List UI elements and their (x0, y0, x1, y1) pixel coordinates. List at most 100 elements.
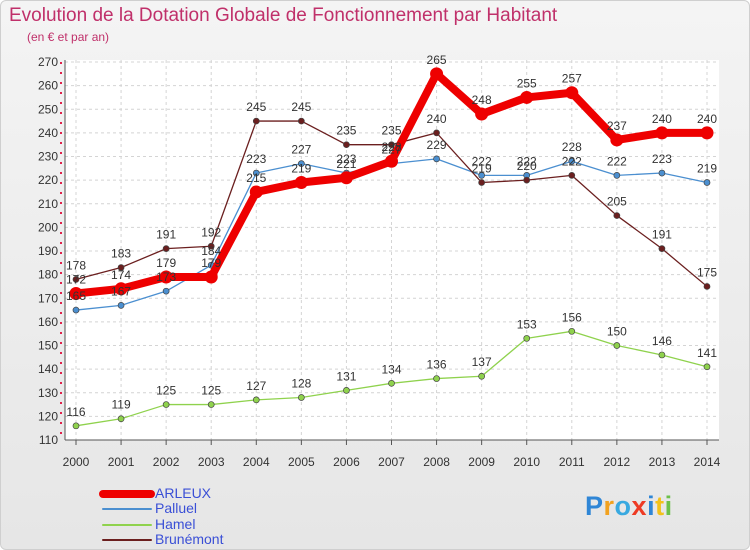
data-label: 205 (607, 195, 627, 209)
data-point (475, 107, 489, 121)
data-label: 240 (697, 112, 717, 126)
data-point (703, 363, 711, 371)
data-point (298, 160, 305, 167)
data-label: 255 (517, 76, 537, 90)
x-tick-label: 2012 (604, 455, 631, 469)
data-point (162, 401, 170, 408)
data-label: 223 (336, 152, 356, 166)
data-point (72, 422, 80, 430)
y-tick-label: 170 (38, 291, 58, 305)
data-label: 245 (291, 100, 311, 114)
data-label: 222 (472, 154, 492, 168)
data-point (523, 335, 531, 342)
legend-label-hamel: Hamel (155, 516, 196, 532)
data-label: 184 (201, 244, 221, 258)
data-point (388, 141, 395, 149)
logo-letter: r (603, 491, 615, 521)
legend (99, 490, 155, 541)
data-point (388, 379, 395, 387)
legend-label-brunémont: Brunémont (155, 531, 224, 547)
data-label: 167 (111, 284, 131, 298)
logo-letter: P (585, 491, 604, 521)
axes: 110 120 130 140 150 160 170 180 190 200 210 220 230 2… (38, 55, 721, 469)
data-point (433, 129, 440, 137)
y-tick-label: 230 (38, 150, 58, 164)
grid (65, 60, 719, 441)
data-label: 245 (246, 100, 266, 114)
data-label: 131 (336, 369, 356, 383)
data-point (207, 242, 215, 250)
data-label: 192 (201, 225, 221, 239)
data-point (610, 133, 624, 147)
data-label: 219 (291, 161, 311, 175)
data-label: 223 (652, 152, 672, 166)
data-point (433, 155, 440, 163)
data-point (298, 394, 305, 401)
x-tick-label: 2000 (63, 455, 90, 469)
data-point (478, 372, 485, 380)
data-point (204, 270, 218, 284)
logo-letter: i (664, 491, 673, 521)
data-point (162, 287, 170, 295)
data-label: 116 (66, 405, 85, 419)
chart-title: Evolution de la Dotation Globale de Fonc… (9, 5, 558, 26)
data-label: 141 (697, 346, 717, 360)
y-tick-label: 240 (38, 126, 58, 140)
y-tick-label: 110 (39, 433, 58, 447)
legend-label-arleux: ARLEUX (155, 485, 212, 501)
x-tick-label: 2005 (288, 455, 315, 469)
data-label: 150 (607, 325, 627, 339)
x-tick-label: 2010 (513, 455, 540, 469)
data-point (72, 276, 80, 283)
y-tick-label: 220 (38, 173, 58, 187)
data-point (343, 387, 350, 394)
data-label: 191 (652, 228, 672, 242)
data-label: 183 (111, 247, 131, 261)
logo-letter: t (655, 491, 665, 521)
data-point (385, 154, 398, 168)
series (69, 67, 714, 430)
data-label: 228 (381, 140, 401, 154)
data-label: 146 (652, 334, 672, 348)
data-label: 179 (201, 256, 221, 270)
x-tick-label: 2004 (243, 455, 270, 469)
data-point (72, 306, 80, 314)
x-tick-label: 2013 (649, 455, 676, 469)
data-label: 235 (381, 124, 401, 138)
data-point (568, 172, 576, 179)
data-point (249, 185, 263, 199)
data-label: 153 (517, 317, 537, 331)
data-label: 179 (156, 256, 176, 270)
data-label: 137 (472, 355, 492, 369)
data-point (298, 117, 305, 125)
data-label: 222 (562, 154, 582, 168)
y-tick-label: 140 (38, 362, 58, 376)
y-tick-label: 120 (38, 409, 58, 423)
data-label: 222 (607, 154, 627, 168)
x-tick-label: 2007 (378, 455, 405, 469)
logo-letter: o (614, 491, 632, 521)
x-tick-label: 2011 (559, 455, 585, 469)
y-tick-label: 270 (38, 55, 58, 69)
legend-label-palluel: Palluel (155, 500, 198, 516)
data-label: 175 (697, 265, 717, 279)
data-point (613, 342, 621, 349)
data-label: 257 (562, 72, 582, 86)
data-label: 136 (427, 358, 447, 372)
data-point (252, 396, 260, 404)
data-label: 237 (607, 119, 627, 133)
data-point (117, 415, 125, 423)
y-tick-label: 260 (38, 79, 58, 93)
data-point (613, 212, 621, 219)
data-point (117, 264, 125, 271)
data-label: 227 (291, 143, 311, 157)
data-point (703, 283, 711, 290)
data-point (568, 157, 576, 165)
data-point (523, 176, 531, 184)
plot-area (65, 60, 719, 440)
data-label: 228 (562, 140, 582, 154)
data-label: 134 (381, 362, 401, 376)
data-point (343, 141, 350, 149)
data-label: 174 (111, 268, 131, 282)
